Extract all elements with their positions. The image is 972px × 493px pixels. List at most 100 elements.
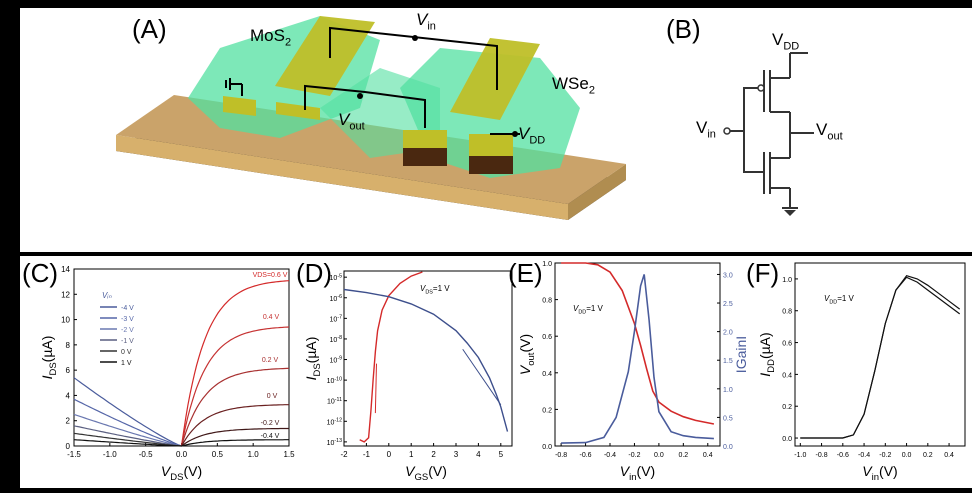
d-xtick-label: -1: [363, 450, 371, 459]
e-ytick-label: 0.8: [542, 298, 552, 305]
e-xtick-label: -0.2: [628, 452, 640, 459]
panel-e: [505, 256, 745, 488]
e-y2tick-label: 2.5: [723, 301, 733, 308]
d-xtick-label: 3: [454, 450, 459, 459]
d-curve: [359, 271, 423, 443]
c-curve-right: [180, 404, 289, 447]
e-xlabel: Vin(V): [620, 463, 655, 483]
panel-b: [648, 8, 972, 252]
e-y2tick-label: 0.5: [723, 415, 733, 422]
pad-2-side: [469, 156, 513, 174]
electrode-2: [276, 102, 320, 120]
panel-c-label: (C): [22, 258, 59, 288]
d-ytick-label: 10-5: [330, 273, 343, 282]
e-xtick-label: -0.6: [580, 452, 592, 459]
e-xtick-label: -0.8: [555, 452, 567, 459]
e-xtick-label: 0.4: [703, 452, 713, 459]
e-xtick-label: 0.2: [678, 452, 688, 459]
d-hysteresis-blue: [462, 348, 502, 406]
electrode-1: [223, 96, 256, 116]
d-xtick-label: 0: [387, 450, 392, 459]
d-xtick-label: 4: [476, 450, 481, 459]
c-xtick-label: 1.0: [248, 450, 260, 459]
e-gain-curve: [561, 274, 714, 444]
d-ytick-label: 10-7: [330, 315, 343, 324]
ground-icon-b: [782, 207, 798, 216]
vout-label-b: Vout: [816, 120, 843, 143]
c-xtick-label: -1.5: [67, 450, 81, 459]
f-xtick-label: -0.6: [837, 452, 849, 459]
d-hysteresis-red: [374, 363, 377, 414]
e-y2tick-label: 0.0: [723, 444, 733, 451]
f-curve: [800, 276, 961, 439]
chart-f-frame: [794, 262, 966, 447]
d-annotation: VDS=1 V: [420, 284, 450, 295]
f-xtick-label: 0.4: [944, 452, 954, 459]
e-ytick-label: 0.6: [542, 334, 552, 341]
e-ytick-label: 1.0: [542, 261, 552, 268]
vin-label-b: Vin: [696, 118, 716, 141]
c-legend-label: 0 V: [121, 349, 132, 356]
d-ylabel: IDS(µA): [303, 337, 323, 381]
substrate-side: [116, 135, 568, 220]
c-legend-label: -1 V: [121, 338, 134, 345]
c-legend-label: 1 V: [121, 360, 132, 367]
f-xtick-label: 0.0: [902, 452, 912, 459]
c-legend-label: -3 V: [121, 316, 134, 323]
c-legend-label: -2 V: [121, 327, 134, 334]
f-xtick-label: 0.2: [923, 452, 933, 459]
c-xtick-label: -1.0: [103, 450, 117, 459]
c-ytick-label: 8: [66, 341, 71, 350]
d-xtick-label: 5: [499, 450, 504, 459]
c-curve-right: [180, 280, 290, 447]
d-xtick-label: -2: [340, 450, 348, 459]
chart-d-frame: [343, 270, 513, 447]
e-ylabel2: IGainI: [733, 336, 749, 373]
d-xtick-label: 2: [431, 450, 436, 459]
e-ytick-label: 0.0: [542, 444, 552, 451]
f-ytick-label: 1.0: [782, 277, 792, 284]
substrate-side-right: [568, 164, 626, 220]
chart-e-frame: [554, 262, 721, 447]
c-curve-left: [73, 425, 182, 447]
panel-e-label: (E): [508, 258, 543, 288]
d-xlabel: VGS(V): [405, 463, 447, 483]
e-xtick-label: -0.4: [604, 452, 616, 459]
vdd-label-a: VDD: [518, 124, 546, 147]
e-vout-curve: [561, 262, 715, 425]
panel-b-label: (B): [666, 14, 701, 44]
c-ylabel: IDS(µA): [39, 336, 59, 380]
f-ytick-label: 0.6: [782, 341, 792, 348]
e-ytick-label: 0.4: [542, 371, 552, 378]
d-ytick-label: 10-11: [327, 397, 342, 406]
mos2-label: MoS2: [250, 26, 292, 49]
ground-icon: [225, 78, 243, 96]
f-xtick-label: -0.4: [858, 452, 870, 459]
c-curve-right: [181, 439, 289, 447]
f-ytick-label: 0.8: [782, 309, 792, 316]
c-curve-left: [73, 439, 182, 447]
c-xtick-label: 0.5: [212, 450, 224, 459]
f-xtick-label: -1.0: [794, 452, 806, 459]
c-xtick-label: -0.5: [139, 450, 153, 459]
d-ytick-label: 10-6: [330, 294, 343, 303]
c-ytick-label: 6: [66, 366, 71, 375]
d-ytick-label: 10-12: [327, 417, 342, 426]
device-illustration: [116, 16, 626, 220]
d-ytick-label: 10-13: [327, 438, 342, 447]
panel-a-label: (A): [132, 14, 167, 44]
c-curve-right: [180, 367, 290, 447]
c-right-label: 0.4 V: [263, 314, 280, 321]
inverter-schematic: [723, 52, 814, 216]
e-annotation: VDD=1 V: [573, 304, 604, 315]
c-ytick-label: 4: [66, 391, 71, 400]
gate-right: [450, 38, 540, 120]
c-ytick-label: 2: [66, 417, 71, 426]
e-y2tick-label: 3.0: [723, 272, 733, 279]
d-curve: [343, 288, 509, 432]
f-xtick-label: -0.2: [879, 452, 891, 459]
c-ytick-label: 0: [66, 442, 71, 451]
c-xtick-label: 0.0: [176, 450, 188, 459]
c-curve-left: [73, 398, 182, 447]
c-curve-right: [181, 427, 289, 447]
